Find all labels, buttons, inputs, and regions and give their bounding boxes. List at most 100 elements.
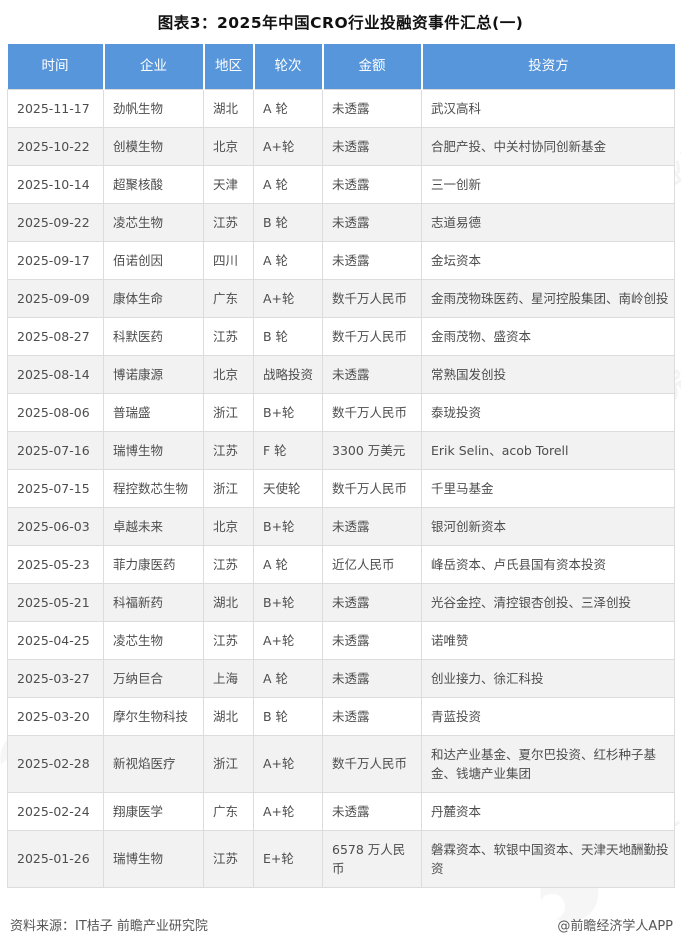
cell-investors: 武汉高科 bbox=[421, 88, 675, 128]
cell-round: B+轮 bbox=[253, 582, 323, 622]
cell-round: A 轮 bbox=[253, 544, 323, 584]
cell-round: B 轮 bbox=[253, 202, 323, 242]
cell-date: 2025-02-24 bbox=[7, 791, 104, 831]
cell-region: 浙江 bbox=[203, 734, 254, 793]
cell-region: 江苏 bbox=[203, 316, 254, 356]
cell-round: B 轮 bbox=[253, 696, 323, 736]
table-row: 2025-10-14 超聚核酸 天津 A 轮未透露 三一创新 bbox=[7, 164, 675, 204]
source-note: 资料来源：IT桔子 前瞻产业研究院 bbox=[10, 919, 208, 934]
cell-round: B 轮 bbox=[253, 316, 323, 356]
cell-region: 江苏 bbox=[203, 620, 254, 660]
cell-amount: 未透露 bbox=[322, 506, 422, 546]
column-header-3: 轮次 bbox=[253, 44, 324, 89]
cell-region: 北京 bbox=[203, 354, 254, 394]
table-row: 2025-08-06 普瑞盛 浙江 B+轮 数千万人民币 泰珑投资 bbox=[7, 392, 675, 432]
cell-region: 浙江 bbox=[203, 392, 254, 432]
table-row: 2025-06-03 卓越未来 北京 B+轮 未透露 银河创新资本 bbox=[7, 506, 675, 546]
table-row: 2025-10-22 创模生物 北京 A+轮 未透露 合肥产投、中关村协同创新基金 bbox=[7, 126, 675, 166]
table-row: 2025-01-26 瑞博生物 江苏 E+轮 6578 万人民币 磐霖资本、软银中国资本、… bbox=[7, 829, 675, 888]
table-row: 2025-08-14 博诺康源 北京 战略投资 未透露 常熟国发创投 bbox=[7, 354, 675, 394]
table-row: 2025-07-15 程控数芯生物 浙江 天使轮 数千万人民币 千里马基金 bbox=[7, 468, 675, 508]
cell-investors: 金坛资本 bbox=[421, 240, 675, 280]
cell-date: 2025-05-23 bbox=[7, 544, 104, 584]
cell-date: 2025-05-21 bbox=[7, 582, 104, 622]
cell-date: 2025-10-14 bbox=[7, 164, 104, 204]
table-row: 2025-05-21 科福新药 湖北 B+轮 未透露 光谷金控、清控银杏创投、三泽创投 bbox=[7, 582, 675, 622]
cell-round: F 轮 bbox=[253, 430, 323, 470]
cell-region: 广东 bbox=[203, 278, 254, 318]
cell-company: 劲帆生物 bbox=[103, 88, 204, 128]
cell-company: 翔康医学 bbox=[103, 791, 204, 831]
cell-date: 2025-07-16 bbox=[7, 430, 104, 470]
financing-table: 时间 企业 地区 轮次 金额 投资方 2025-11-17 劲帆生物 湖北 A 轮未透露 武汉高科… bbox=[7, 44, 675, 888]
cell-region: 湖北 bbox=[203, 696, 254, 736]
cell-company: 凌芯生物 bbox=[103, 202, 204, 242]
cell-amount: 未透露 bbox=[322, 164, 422, 204]
cell-amount: 数千万人民币 bbox=[322, 278, 422, 318]
table-row: 2025-03-20 摩尔生物科技 湖北 B 轮未透露 青蓝投资 bbox=[7, 696, 675, 736]
cell-investors: 诺唯赞 bbox=[421, 620, 675, 660]
cell-company: 科默医药 bbox=[103, 316, 204, 356]
cell-investors: 泰珑投资 bbox=[421, 392, 675, 432]
cell-date: 2025-06-03 bbox=[7, 506, 104, 546]
cell-company: 康体生命 bbox=[103, 278, 204, 318]
cell-date: 2025-10-22 bbox=[7, 126, 104, 166]
cell-round: A 轮 bbox=[253, 164, 323, 204]
cell-round: B+轮 bbox=[253, 506, 323, 546]
cell-date: 2025-09-09 bbox=[7, 278, 104, 318]
cell-investors: 创业接力、徐汇科投 bbox=[421, 658, 675, 698]
table-row: 2025-09-09 康体生命 广东 A+轮 数千万人民币 金雨茂物珠医药、星河控股集团、… bbox=[7, 278, 675, 318]
page-footer: 资料来源：IT桔子 前瞻产业研究院 @前瞻经济学人APP bbox=[10, 915, 673, 934]
cell-investors: 光谷金控、清控银杏创投、三泽创投 bbox=[421, 582, 675, 622]
cell-date: 2025-08-27 bbox=[7, 316, 104, 356]
cell-region: 广东 bbox=[203, 791, 254, 831]
cell-investors: 金雨茂物、盛资本 bbox=[421, 316, 675, 356]
cell-investors: 金雨茂物珠医药、星河控股集团、南岭创投 bbox=[421, 278, 675, 318]
cell-date: 2025-02-28 bbox=[7, 734, 104, 793]
cell-date: 2025-01-26 bbox=[7, 829, 104, 888]
cell-amount: 数千万人民币 bbox=[322, 392, 422, 432]
cell-round: 天使轮 bbox=[253, 468, 323, 508]
cell-round: A+轮 bbox=[253, 734, 323, 793]
cell-investors: 三一创新 bbox=[421, 164, 675, 204]
cell-date: 2025-08-14 bbox=[7, 354, 104, 394]
cell-company: 创模生物 bbox=[103, 126, 204, 166]
cell-amount: 未透露 bbox=[322, 240, 422, 280]
table-row: 2025-04-25 凌芯生物 江苏 A+轮 未透露 诺唯赞 bbox=[7, 620, 675, 660]
cell-investors: 合肥产投、中关村协同创新基金 bbox=[421, 126, 675, 166]
cell-region: 江苏 bbox=[203, 829, 254, 888]
cell-company: 卓越未来 bbox=[103, 506, 204, 546]
table-body: 2025-11-17 劲帆生物 湖北 A 轮未透露 武汉高科 2025-10-22 创模生物… bbox=[7, 88, 675, 888]
cell-amount: 3300 万美元 bbox=[322, 430, 422, 470]
cell-amount: 未透露 bbox=[322, 582, 422, 622]
cell-round: A 轮 bbox=[253, 88, 323, 128]
cell-company: 超聚核酸 bbox=[103, 164, 204, 204]
cell-amount: 未透露 bbox=[322, 620, 422, 660]
cell-investors: 磐霖资本、软银中国资本、天津天地酬勤投资 bbox=[421, 829, 675, 888]
cell-company: 普瑞盛 bbox=[103, 392, 204, 432]
cell-region: 湖北 bbox=[203, 582, 254, 622]
cell-investors: Erik Selin、acob Torell bbox=[421, 430, 675, 470]
cell-amount: 未透露 bbox=[322, 88, 422, 128]
table-row: 2025-07-16 瑞博生物 江苏 F 轮 3300 万美元 Erik Selin、ac… bbox=[7, 430, 675, 470]
table-row: 2025-08-27 科默医药 江苏 B 轮数千万人民币 金雨茂物、盛资本 bbox=[7, 316, 675, 356]
cell-date: 2025-09-22 bbox=[7, 202, 104, 242]
column-header-1: 企业 bbox=[103, 44, 205, 89]
cell-round: 战略投资 bbox=[253, 354, 323, 394]
cell-company: 万纳巨合 bbox=[103, 658, 204, 698]
column-header-5: 投资方 bbox=[421, 44, 675, 89]
cell-round: A 轮 bbox=[253, 240, 323, 280]
table-row: 2025-05-23 菲力康医药 江苏 A 轮近亿人民币 峰岳资本、卢氏县国有资本投资 bbox=[7, 544, 675, 584]
cell-company: 瑞博生物 bbox=[103, 430, 204, 470]
cell-date: 2025-03-27 bbox=[7, 658, 104, 698]
cell-date: 2025-07-15 bbox=[7, 468, 104, 508]
cell-round: B+轮 bbox=[253, 392, 323, 432]
cell-date: 2025-11-17 bbox=[7, 88, 104, 128]
cell-round: A+轮 bbox=[253, 126, 323, 166]
table-row: 2025-02-28 新视焰医疗 浙江 A+轮 数千万人民币 和达产业基金、夏尔巴投资、红… bbox=[7, 734, 675, 793]
cell-amount: 数千万人民币 bbox=[322, 316, 422, 356]
cell-investors: 和达产业基金、夏尔巴投资、红杉种子基金、钱塘产业集团 bbox=[421, 734, 675, 793]
cell-investors: 银河创新资本 bbox=[421, 506, 675, 546]
cell-region: 四川 bbox=[203, 240, 254, 280]
